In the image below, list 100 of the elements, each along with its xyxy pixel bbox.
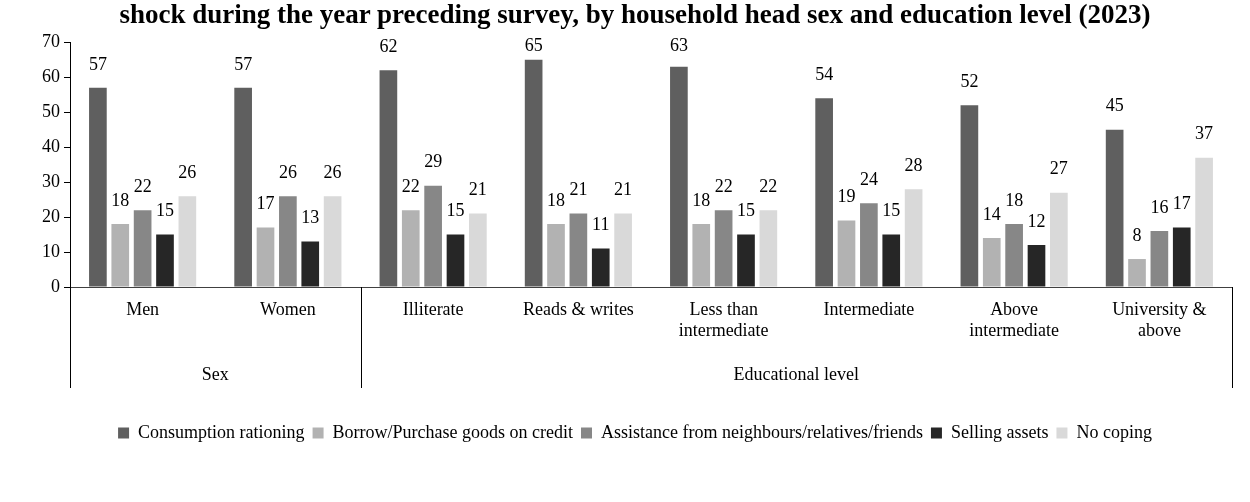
bar xyxy=(323,196,342,287)
x-tick-label: Men xyxy=(126,298,160,319)
data-label: 21 xyxy=(569,179,588,200)
x-tick-label: University & above xyxy=(1112,298,1207,341)
bar xyxy=(469,213,487,287)
data-label: 63 xyxy=(669,35,688,56)
bar xyxy=(982,238,1001,287)
bar xyxy=(133,210,152,287)
legend-label: Selling assets xyxy=(950,421,1049,442)
bar xyxy=(524,59,543,287)
data-label: 26 xyxy=(323,161,342,182)
data-label: 13 xyxy=(301,207,320,228)
y-tick-label: 70 xyxy=(42,31,60,52)
bar xyxy=(737,234,755,287)
bar xyxy=(1195,157,1213,287)
bar xyxy=(960,105,979,287)
bar xyxy=(111,224,130,287)
data-label: 18 xyxy=(692,189,711,210)
data-label: 17 xyxy=(1172,193,1191,214)
bar xyxy=(904,189,923,287)
x-tick-label: Intermediate xyxy=(823,298,915,319)
bar xyxy=(860,203,878,287)
data-label: 17 xyxy=(256,193,275,214)
data-label: 57 xyxy=(234,53,253,74)
data-label: 62 xyxy=(379,36,398,57)
bar xyxy=(1128,259,1146,287)
data-label: 45 xyxy=(1105,95,1124,116)
bar xyxy=(256,227,275,287)
legend-label: No coping xyxy=(1076,421,1152,442)
data-label: 21 xyxy=(614,179,633,200)
data-label: 22 xyxy=(759,175,778,196)
data-label: 15 xyxy=(882,200,901,221)
data-label: 18 xyxy=(1005,189,1024,210)
data-label: 37 xyxy=(1195,123,1214,144)
data-label: 52 xyxy=(960,71,979,92)
y-tick-label: 0 xyxy=(51,275,60,296)
data-label: 12 xyxy=(1027,210,1046,231)
data-label: 15 xyxy=(155,200,174,221)
data-label: 19 xyxy=(837,186,856,207)
bar xyxy=(714,210,733,287)
data-label: 28 xyxy=(904,154,923,175)
text: Educational level xyxy=(733,363,859,384)
data-label: 18 xyxy=(111,189,130,210)
bar xyxy=(1027,245,1046,287)
y-tick-label: 10 xyxy=(42,240,60,261)
y-tick-label: 60 xyxy=(42,66,60,87)
bar xyxy=(178,196,197,287)
bar xyxy=(670,66,688,287)
bar xyxy=(815,98,833,287)
bar xyxy=(1005,224,1023,287)
bar xyxy=(1172,227,1191,287)
x-tick-label: Women xyxy=(260,298,316,319)
legend-label: Borrow/Purchase goods on credit xyxy=(332,421,574,442)
data-label: 14 xyxy=(982,203,1001,224)
bar xyxy=(614,213,632,287)
data-label: 21 xyxy=(468,179,487,200)
data-label: 8 xyxy=(1132,224,1142,245)
x-tick-label: Illiterate xyxy=(402,298,464,319)
bar xyxy=(234,87,252,287)
data-label: 16 xyxy=(1150,196,1169,217)
y-tick-label: 40 xyxy=(42,135,60,156)
chart-title: shock during the year preceding survey, by household head sex and education level (2023) xyxy=(119,0,1151,30)
bar xyxy=(1105,129,1124,287)
data-label: 54 xyxy=(815,64,834,85)
data-label: 11 xyxy=(592,214,610,235)
data-label: 27 xyxy=(1049,158,1068,179)
legend-label: Assistance from neighbours/relatives/friends xyxy=(601,421,923,442)
x-tick-label: Above intermediate xyxy=(969,298,1060,341)
data-label: 26 xyxy=(178,161,197,182)
bar xyxy=(156,234,174,287)
text: Sex xyxy=(201,363,229,384)
data-label: 65 xyxy=(524,35,543,56)
bar xyxy=(547,224,565,287)
y-tick-label: 30 xyxy=(42,170,60,191)
y-tick-label: 20 xyxy=(42,205,60,226)
x-tick-label: Reads & writes xyxy=(522,298,634,319)
bar xyxy=(279,196,297,287)
data-label: 22 xyxy=(401,175,420,196)
data-label: 29 xyxy=(424,151,443,172)
bar xyxy=(591,248,610,287)
data-label: 22 xyxy=(133,175,152,196)
bar xyxy=(89,87,107,287)
bar xyxy=(1150,231,1169,287)
bar xyxy=(401,210,420,287)
legend-label: Consumption rationing xyxy=(138,421,305,442)
bar xyxy=(692,224,711,287)
y-tick-label: 50 xyxy=(42,101,60,122)
bar xyxy=(759,210,778,287)
data-label: 15 xyxy=(446,200,465,221)
bar xyxy=(379,70,398,287)
bar xyxy=(446,234,465,287)
data-label: 57 xyxy=(88,53,107,74)
bar xyxy=(1050,192,1068,287)
bar xyxy=(837,220,856,287)
bar xyxy=(424,185,442,287)
data-label: 26 xyxy=(278,161,297,182)
data-label: 22 xyxy=(714,175,733,196)
data-label: 18 xyxy=(547,189,566,210)
bar xyxy=(882,234,901,287)
data-label: 15 xyxy=(736,200,755,221)
